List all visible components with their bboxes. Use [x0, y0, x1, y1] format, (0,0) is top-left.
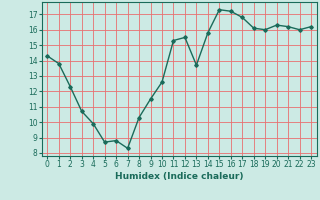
X-axis label: Humidex (Indice chaleur): Humidex (Indice chaleur)	[115, 172, 244, 181]
